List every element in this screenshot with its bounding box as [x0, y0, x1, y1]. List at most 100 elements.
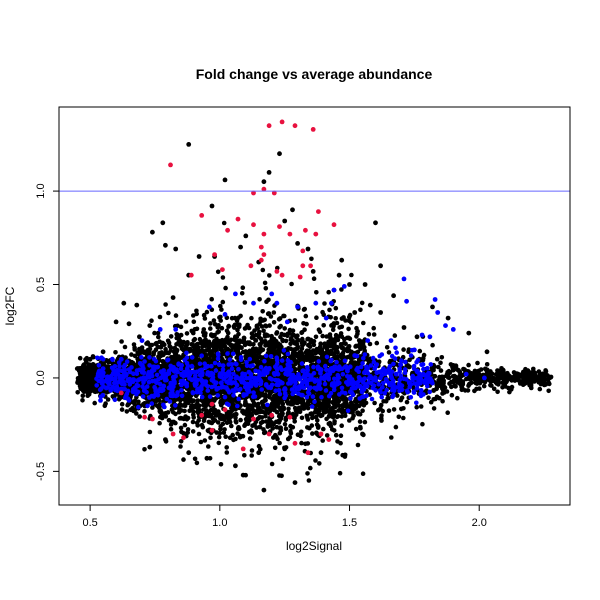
- data-point: [287, 327, 293, 333]
- data-point: [215, 325, 221, 330]
- data-point: [358, 346, 363, 352]
- data-point: [172, 353, 177, 359]
- data-point: [404, 363, 410, 369]
- data-point: [184, 394, 189, 399]
- data-point: [417, 348, 423, 354]
- data-point: [503, 384, 508, 389]
- data-point: [215, 269, 221, 275]
- data-point: [255, 416, 261, 422]
- data-point: [455, 395, 460, 401]
- data-point: [208, 412, 214, 418]
- data-point: [440, 386, 445, 391]
- data-point: [380, 408, 386, 414]
- data-point: [219, 416, 224, 422]
- data-point: [253, 332, 259, 338]
- data-point: [345, 403, 350, 409]
- data-point: [263, 411, 269, 416]
- data-point: [251, 358, 256, 363]
- data-point: [404, 384, 409, 389]
- data-point: [157, 314, 163, 320]
- data-point: [240, 349, 246, 355]
- data-point: [229, 315, 235, 321]
- data-point: [499, 366, 504, 371]
- data-point: [299, 429, 304, 435]
- data-point: [168, 422, 174, 427]
- data-point: [322, 404, 328, 410]
- data-point: [221, 351, 226, 357]
- data-point: [262, 397, 268, 403]
- data-point: [529, 385, 534, 391]
- data-point: [339, 287, 344, 292]
- data-point: [247, 436, 253, 441]
- data-point: [259, 324, 265, 329]
- data-point: [305, 471, 310, 476]
- data-point: [80, 393, 86, 399]
- data-point: [197, 403, 202, 409]
- data-point: [430, 342, 435, 348]
- data-point: [257, 424, 263, 430]
- data-point: [404, 399, 410, 405]
- data-point: [292, 318, 298, 323]
- data-point: [439, 355, 445, 360]
- data-point: [152, 330, 157, 336]
- data-point: [260, 318, 266, 323]
- data-point: [257, 329, 262, 335]
- data-point: [379, 418, 384, 423]
- data-point: [149, 318, 154, 324]
- data-point: [185, 427, 191, 432]
- data-point: [242, 402, 248, 408]
- data-point: [444, 389, 450, 394]
- data-point: [339, 423, 345, 429]
- data-point: [217, 430, 223, 436]
- data-point: [253, 337, 258, 343]
- data-point: [178, 425, 184, 431]
- data-point: [163, 302, 168, 307]
- data-point: [334, 414, 340, 420]
- data-point: [282, 326, 288, 331]
- data-point: [357, 419, 363, 424]
- data-point: [225, 334, 230, 340]
- data-point: [209, 296, 214, 302]
- data-point: [81, 363, 86, 368]
- data-point: [192, 336, 198, 342]
- data-point: [119, 401, 125, 407]
- data-point: [379, 413, 384, 418]
- data-point: [294, 359, 299, 364]
- data-point: [239, 291, 245, 296]
- data-point: [240, 409, 245, 415]
- data-point: [273, 404, 279, 409]
- data-point: [313, 414, 319, 420]
- data-point: [361, 320, 366, 326]
- data-point: [192, 327, 198, 332]
- data-point: [326, 339, 331, 345]
- data-point: [104, 358, 109, 364]
- data-point: [331, 352, 337, 357]
- data-point: [241, 335, 247, 341]
- data-point: [322, 301, 327, 306]
- data-point: [80, 398, 85, 403]
- data-point: [198, 439, 204, 445]
- data-point: [456, 380, 461, 386]
- data-point: [337, 470, 343, 476]
- data-point: [268, 344, 274, 350]
- data-point: [294, 335, 299, 340]
- data-point: [203, 352, 209, 358]
- data-point: [333, 344, 338, 349]
- data-point: [160, 359, 166, 364]
- data-point: [353, 396, 359, 402]
- data-point: [156, 334, 161, 340]
- data-point: [184, 331, 190, 336]
- data-point: [220, 299, 226, 305]
- data-point: [194, 420, 200, 426]
- data-point: [331, 321, 337, 326]
- data-point: [335, 439, 340, 444]
- data-point: [201, 327, 207, 332]
- data-point: [217, 366, 222, 371]
- data-point: [476, 377, 482, 382]
- data-point: [333, 305, 339, 311]
- data-point: [248, 428, 254, 433]
- data-point: [305, 405, 311, 411]
- data-point: [324, 433, 330, 438]
- data-point: [178, 332, 184, 338]
- data-point: [305, 441, 311, 446]
